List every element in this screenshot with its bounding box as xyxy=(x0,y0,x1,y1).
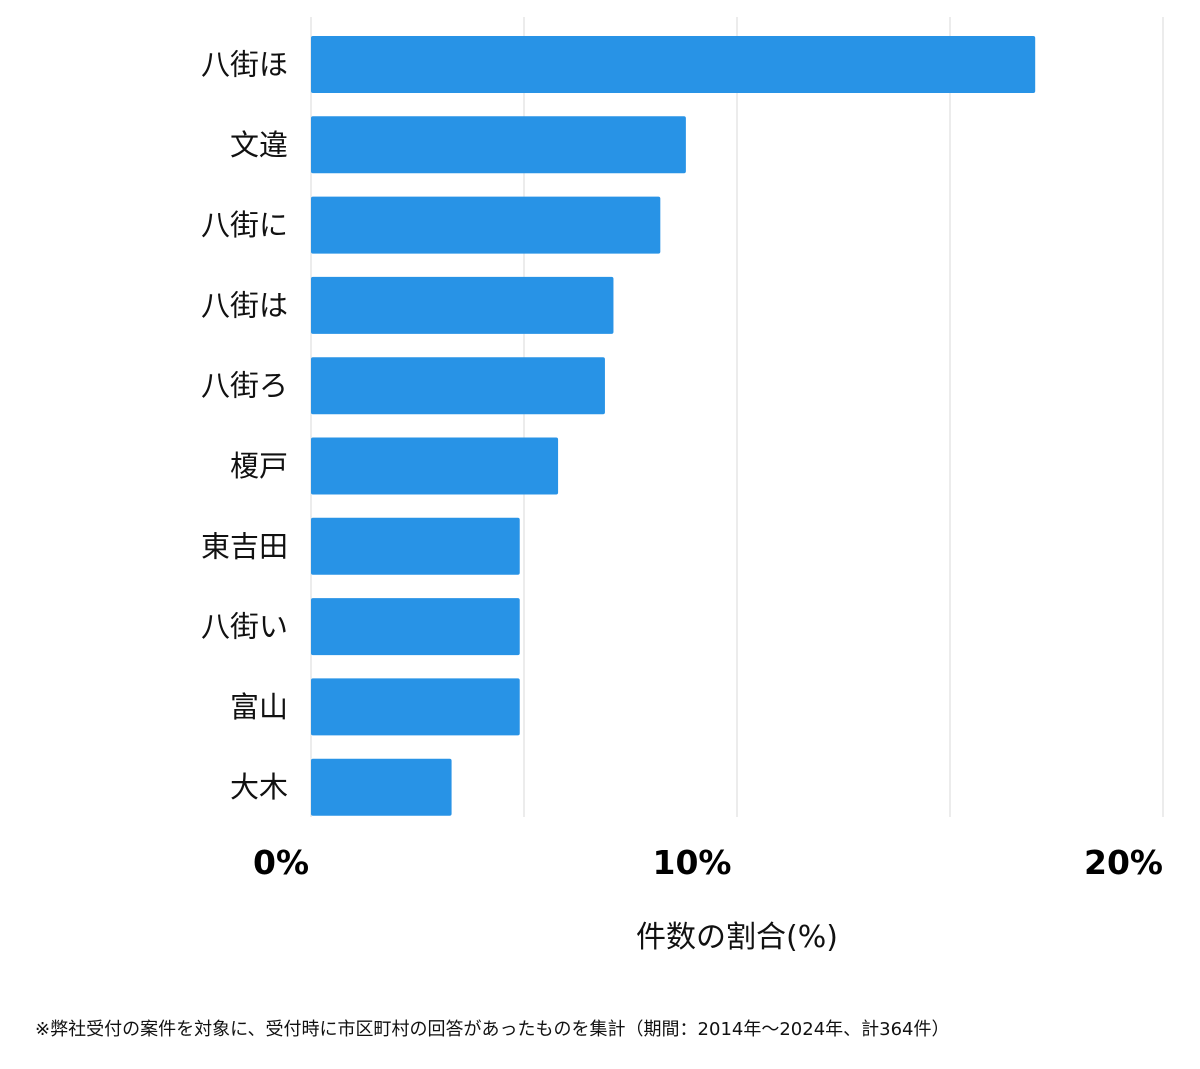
category-label: 東吉田 xyxy=(201,529,288,563)
x-tick-label: 20% xyxy=(1084,843,1163,882)
bar-八街ろ xyxy=(311,357,605,415)
category-label: 八街は xyxy=(201,288,288,322)
category-label: 八街ほ xyxy=(201,48,288,82)
category-label: 文違 xyxy=(230,128,288,162)
bar-八街ほ xyxy=(311,36,1036,93)
category-label: 八街い xyxy=(201,610,288,644)
category-label: 榎戸 xyxy=(230,449,288,483)
x-tick-labels: 0% 10% 20% xyxy=(253,843,1163,882)
bar-文違 xyxy=(311,116,686,174)
bar-八街は xyxy=(311,276,614,334)
x-tick-label: 10% xyxy=(653,843,732,882)
bars xyxy=(311,36,1036,816)
category-label: 富山 xyxy=(230,690,288,724)
bar-榎戸 xyxy=(311,437,559,495)
category-label: 八街ろ xyxy=(201,369,288,403)
category-label: 八街に xyxy=(201,208,288,242)
bar-八街に xyxy=(311,196,661,254)
bar-大木 xyxy=(311,758,452,816)
category-label: 大木 xyxy=(230,770,288,804)
bar-八街い xyxy=(311,598,520,656)
x-tick-label: 0% xyxy=(253,843,309,882)
bar-東吉田 xyxy=(311,517,520,575)
x-axis-title: 件数の割合(%) xyxy=(636,920,838,955)
bar-富山 xyxy=(311,678,520,736)
footnote: ※弊社受付の案件を対象に、受付時に市区町村の回答があったものを集計（期間：201… xyxy=(35,1019,950,1040)
